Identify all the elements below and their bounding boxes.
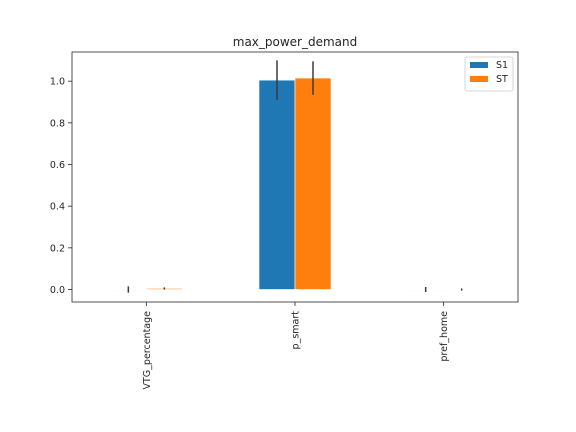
y-tick-label: 0.4 <box>50 202 65 213</box>
legend: S1 ST <box>464 56 514 92</box>
y-tick-label: 1.0 <box>50 77 65 88</box>
legend-swatch-S1 <box>470 62 488 68</box>
legend-label-S1: S1 <box>496 60 508 71</box>
y-tick-label: 0.6 <box>50 160 65 171</box>
bar-S1-p_smart <box>258 79 296 290</box>
legend-label-ST: ST <box>496 74 508 85</box>
y-tick-label: 0.0 <box>50 285 65 296</box>
x-tick-label: VTG_percentage <box>142 311 153 390</box>
y-tick-label: 0.8 <box>50 118 65 129</box>
y-tick-label: 0.2 <box>50 243 65 254</box>
x-tick-label: p_smart <box>291 311 302 350</box>
bar-ST-p_smart <box>294 77 332 290</box>
plot-area: 0.0 0.2 0.4 0.6 0.8 1.0 VTG_percentage p_smart p… <box>50 60 480 390</box>
axes-frame <box>71 51 519 303</box>
legend-swatch-ST <box>470 76 488 82</box>
chart-title: max_power_demand <box>233 35 358 49</box>
x-tick-label: pref_home <box>439 311 450 362</box>
